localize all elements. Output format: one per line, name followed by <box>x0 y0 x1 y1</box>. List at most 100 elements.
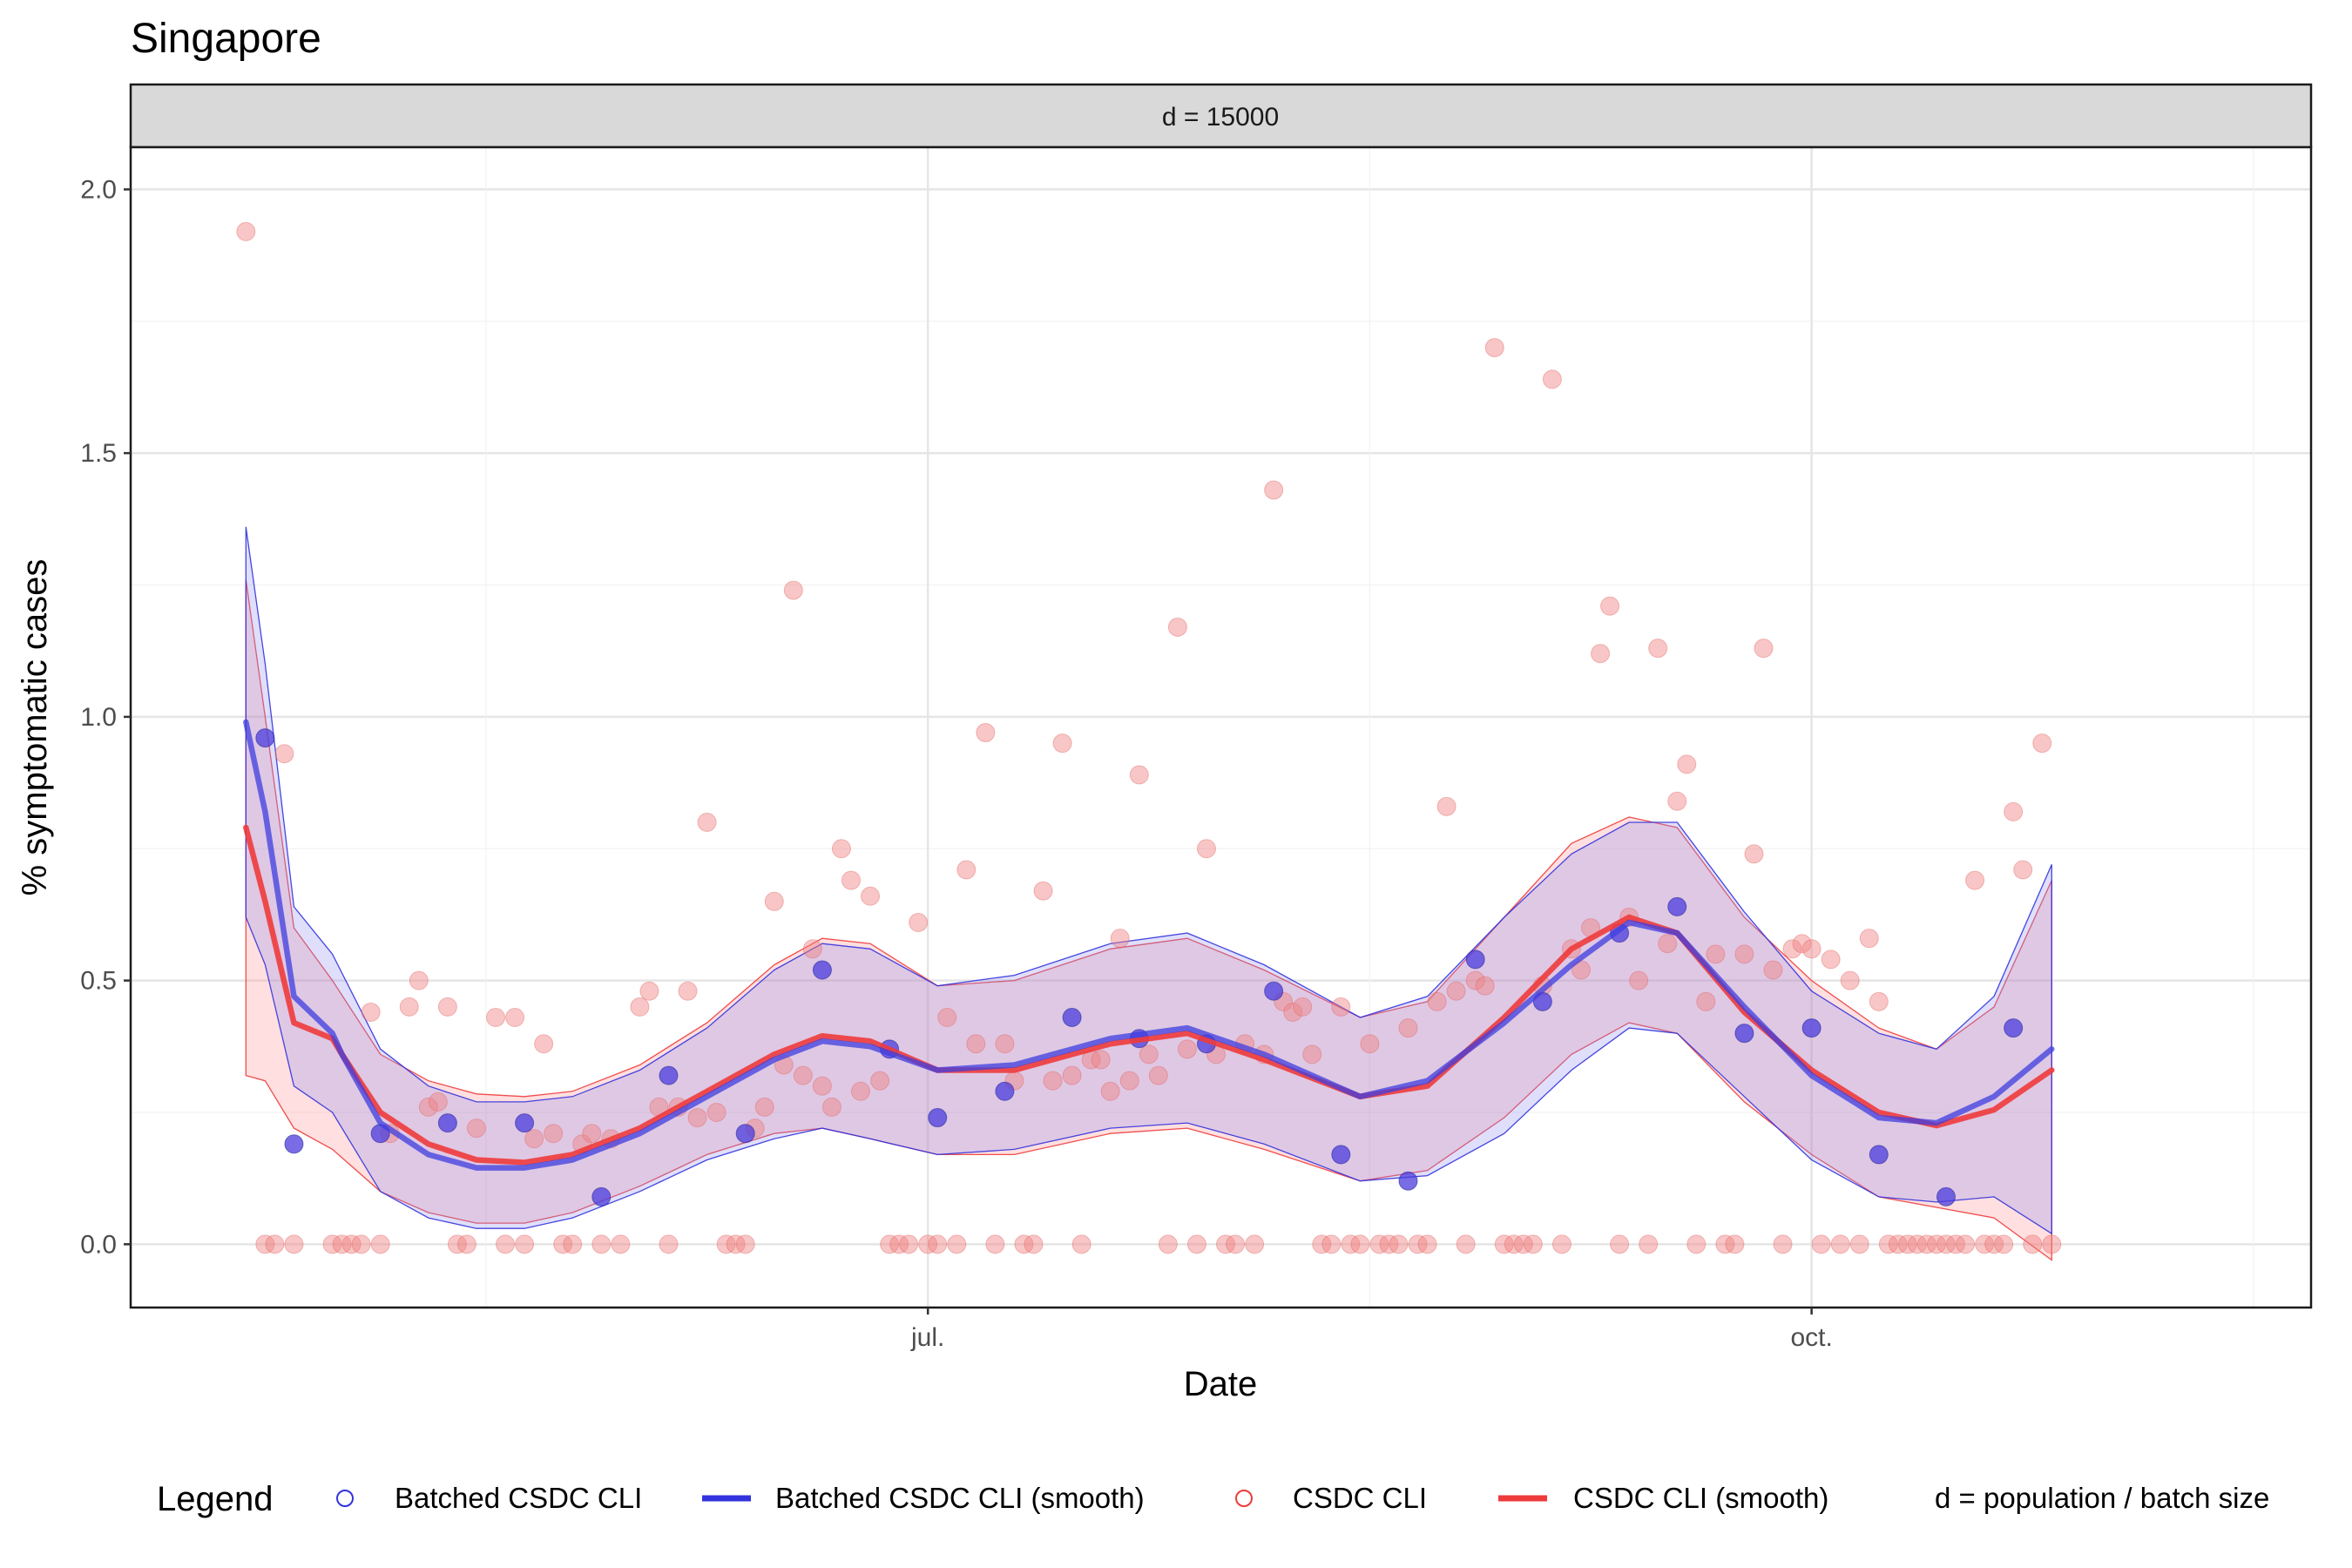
batched-point <box>1465 950 1485 970</box>
batched-confidence-band <box>245 526 2052 1235</box>
csdc-point <box>447 1234 467 1254</box>
batched-point <box>1398 1171 1418 1191</box>
csdc-point <box>1139 1044 1159 1064</box>
y-axis-title: % symptomatic cases <box>16 559 54 896</box>
csdc-point <box>505 1008 525 1027</box>
csdc-point <box>1014 1234 1034 1254</box>
batched-point <box>735 1124 755 1144</box>
csdc-point <box>985 1234 1005 1254</box>
csdc-point <box>1715 1234 1735 1254</box>
x-tick-label: jul. <box>910 1323 944 1352</box>
csdc-point <box>351 1234 371 1254</box>
csdc-point <box>428 1092 448 1112</box>
csdc-point <box>716 1234 736 1254</box>
csdc-point <box>899 1234 919 1254</box>
csdc-point <box>1052 733 1072 754</box>
csdc-point <box>909 913 929 933</box>
csdc-point <box>1600 596 1620 616</box>
csdc-point <box>1379 1234 1399 1254</box>
csdc-point <box>889 1234 909 1254</box>
legend-key-batched-point <box>336 1490 354 1507</box>
csdc-point <box>1475 976 1495 996</box>
csdc-point <box>1226 1234 1246 1254</box>
csdc-point <box>1975 1234 1995 1254</box>
batched-point <box>1936 1186 1956 1206</box>
y-tick-label: 1.0 <box>80 703 117 732</box>
csdc-point <box>1293 997 1313 1017</box>
csdc-point <box>236 221 256 241</box>
csdc-point <box>812 1076 832 1096</box>
csdc-point <box>1610 1234 1630 1254</box>
csdc-point <box>1773 1234 1793 1254</box>
csdc-point <box>1629 970 1649 990</box>
csdc-point <box>1965 870 1985 890</box>
csdc-point <box>544 1124 564 1144</box>
csdc-point <box>1043 1071 1063 1091</box>
csdc-point <box>1849 1234 1869 1254</box>
csdc-point <box>591 1234 612 1254</box>
csdc-point <box>1696 991 1716 1011</box>
csdc-point <box>1091 1050 1111 1070</box>
csdc-point <box>1312 1234 1332 1254</box>
csdc-point <box>341 1234 362 1254</box>
csdc-point <box>1984 1234 2004 1254</box>
csdc-point <box>1869 991 1889 1011</box>
legend-label-batched: Batched CSDC CLI <box>395 1482 642 1514</box>
legend-label-csdc: CSDC CLI <box>1293 1482 1427 1514</box>
batched-point <box>995 1081 1015 1101</box>
csdc-point <box>966 1034 986 1054</box>
csdc-point <box>1264 480 1284 500</box>
batched-point <box>1667 896 1687 916</box>
y-tick-label: 0.5 <box>80 967 117 996</box>
csdc-point <box>563 1234 583 1254</box>
csdc-point <box>1148 1065 1168 1085</box>
batched-point <box>1734 1024 1754 1044</box>
legend: Legend Batched CSDC CLI Batched CSDC CLI… <box>157 1480 2269 1518</box>
confidence-bands <box>245 526 2052 1261</box>
batched-point <box>1264 981 1284 1001</box>
csdc-point <box>361 1002 381 1022</box>
csdc-point <box>1888 1234 1908 1254</box>
csdc-point <box>956 860 977 880</box>
facet-label: d = 15000 <box>1162 103 1279 132</box>
batched-point <box>515 1113 535 1133</box>
csdc-point <box>1119 1071 1139 1091</box>
csdc-point <box>1897 1234 1917 1254</box>
csdc-point <box>697 812 717 832</box>
csdc-point <box>802 939 822 959</box>
csdc-point <box>418 1097 438 1117</box>
csdc-point <box>687 1108 707 1128</box>
csdc-point <box>706 1102 727 1122</box>
csdc-point <box>1331 997 1351 1017</box>
y-tick-label: 0.0 <box>80 1230 117 1259</box>
csdc-point <box>1639 1234 1659 1254</box>
csdc-point <box>1245 1234 1265 1254</box>
csdc-point <box>1658 934 1678 954</box>
csdc-point <box>821 1097 841 1117</box>
csdc-point <box>1677 754 1697 774</box>
y-tick-label: 2.0 <box>80 175 117 204</box>
csdc-point <box>1551 1234 1571 1254</box>
csdc-point <box>1216 1234 1236 1254</box>
batched-point <box>659 1065 679 1085</box>
csdc-point <box>1504 1234 1524 1254</box>
csdc-point <box>1946 1234 1966 1254</box>
csdc-point <box>265 1234 285 1254</box>
csdc-point <box>1591 644 1611 664</box>
csdc-point <box>841 870 861 890</box>
csdc-point <box>274 744 294 764</box>
csdc-point <box>1283 1002 1303 1022</box>
smooth-lines <box>243 719 2055 1171</box>
csdc-point <box>726 1234 746 1254</box>
csdc-point <box>524 1129 544 1149</box>
csdc-point <box>1725 1234 1745 1254</box>
csdc-point <box>370 1234 390 1254</box>
csdc-point <box>456 1234 476 1254</box>
x-tick-label: oct. <box>1790 1323 1832 1352</box>
csdc-point <box>1830 1234 1850 1254</box>
csdc-point <box>409 970 429 990</box>
csdc-point <box>1523 1234 1543 1254</box>
batched-point <box>437 1113 457 1133</box>
csdc-point <box>1369 1234 1389 1254</box>
